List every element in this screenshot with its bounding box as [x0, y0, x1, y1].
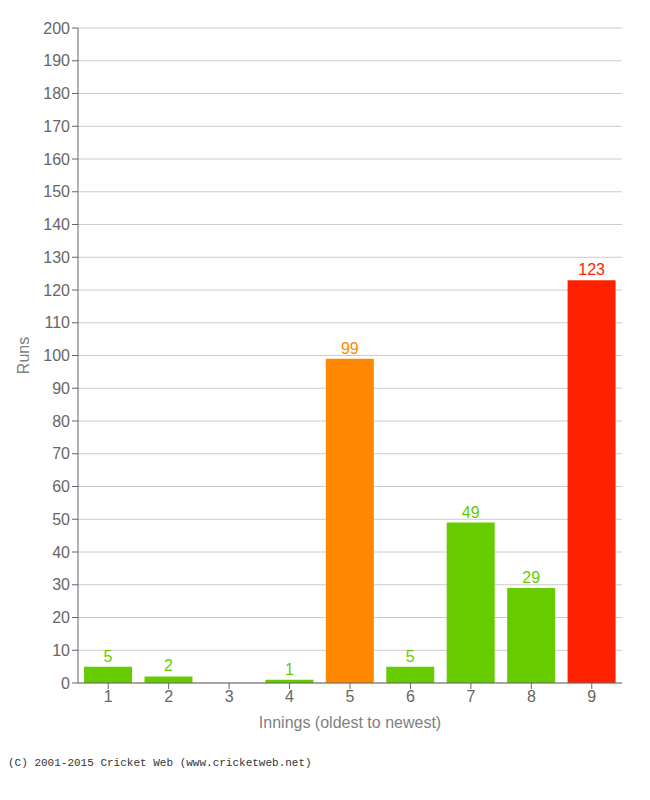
- svg-text:170: 170: [43, 118, 70, 135]
- svg-text:140: 140: [43, 216, 70, 233]
- svg-text:60: 60: [52, 478, 70, 495]
- svg-text:8: 8: [527, 688, 536, 705]
- svg-text:0: 0: [61, 675, 70, 692]
- svg-text:7: 7: [466, 688, 475, 705]
- svg-text:10: 10: [52, 642, 70, 659]
- svg-text:40: 40: [52, 544, 70, 561]
- svg-text:49: 49: [462, 504, 480, 521]
- svg-text:130: 130: [43, 249, 70, 266]
- svg-text:20: 20: [52, 609, 70, 626]
- svg-text:70: 70: [52, 445, 70, 462]
- svg-text:9: 9: [587, 688, 596, 705]
- svg-text:Innings (oldest to newest): Innings (oldest to newest): [259, 714, 441, 731]
- svg-text:5: 5: [346, 688, 355, 705]
- svg-text:2: 2: [164, 657, 173, 674]
- svg-text:6: 6: [406, 688, 415, 705]
- svg-text:80: 80: [52, 413, 70, 430]
- svg-text:Runs: Runs: [15, 337, 32, 374]
- svg-text:200: 200: [43, 20, 70, 37]
- svg-text:1: 1: [104, 688, 113, 705]
- svg-text:120: 120: [43, 282, 70, 299]
- svg-text:110: 110: [44, 314, 70, 331]
- svg-text:180: 180: [43, 85, 70, 102]
- svg-text:5: 5: [104, 648, 113, 665]
- svg-text:150: 150: [43, 183, 70, 200]
- svg-text:2: 2: [164, 688, 173, 705]
- svg-text:50: 50: [52, 511, 70, 528]
- svg-text:30: 30: [52, 576, 70, 593]
- svg-text:190: 190: [43, 52, 70, 69]
- svg-text:3: 3: [225, 688, 234, 705]
- svg-text:5: 5: [406, 648, 415, 665]
- svg-text:123: 123: [578, 261, 605, 278]
- svg-text:160: 160: [43, 151, 70, 168]
- svg-text:100: 100: [43, 347, 70, 364]
- svg-text:99: 99: [341, 340, 359, 357]
- svg-text:90: 90: [52, 380, 70, 397]
- svg-text:4: 4: [285, 688, 294, 705]
- svg-text:29: 29: [522, 569, 540, 586]
- html-text:(C) 2001-2015 Cricket Web (www: (C) 2001-2015 Cricket Web (www.cricketwe…: [8, 757, 312, 769]
- svg-text:1: 1: [285, 661, 294, 678]
